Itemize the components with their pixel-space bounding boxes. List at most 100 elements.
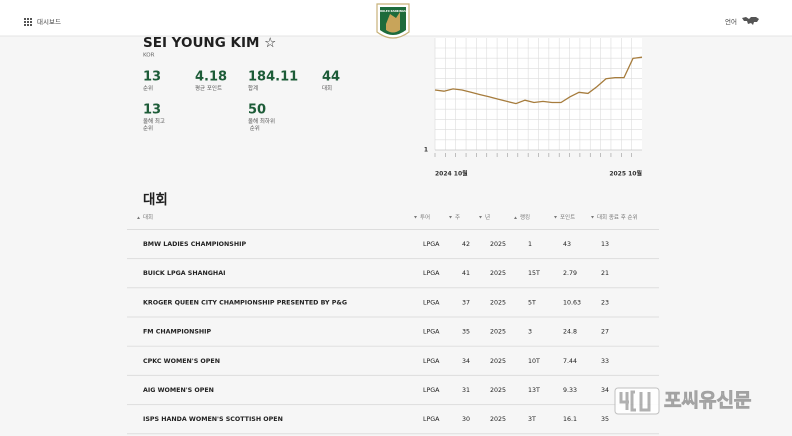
column-header: 투어 — [420, 213, 430, 221]
globe-icon — [742, 17, 759, 25]
cell: 10T — [528, 358, 540, 365]
stat-value: 44 — [322, 70, 340, 85]
sort-arrow — [554, 216, 557, 219]
logo-text: ROLEX RANKINGS — [380, 9, 406, 13]
cell: 35 — [462, 329, 470, 336]
cell: 34 — [601, 387, 609, 394]
cell: 16.1 — [563, 416, 577, 423]
cell: LPGA — [423, 241, 440, 248]
cell: 41 — [462, 270, 470, 277]
cell: LPGA — [423, 416, 440, 423]
column-header: 랭킹 — [520, 214, 530, 221]
cell: 23 — [601, 299, 609, 306]
cell: 3 — [528, 329, 532, 336]
stat-value: 13 — [143, 70, 161, 85]
cell: 15T — [528, 270, 540, 277]
table-title: 대회 — [143, 192, 168, 208]
cell: 21 — [601, 270, 609, 277]
cell: LPGA — [423, 299, 440, 306]
rank-line — [434, 56, 643, 105]
x-label: 2024 10월 — [435, 170, 468, 178]
stat-label: 순위 — [143, 84, 153, 92]
watermark-glyphs — [619, 390, 651, 412]
events-table: 대회 투어 주 년 랭킹 포인트 대회 종료 후 순위 BMW LADIES CHAMPION… — [127, 213, 659, 435]
cell: 30 — [462, 416, 470, 423]
language-label: 언어 — [725, 17, 737, 26]
stat-label: 합계 — [248, 84, 258, 92]
cell: 2025 — [490, 358, 506, 365]
cell: LPGA — [423, 358, 440, 365]
cell: 3T — [528, 416, 536, 423]
dashboard-button[interactable]: 대시보드 — [24, 18, 61, 26]
table-row — [127, 376, 659, 405]
sort-arrow — [591, 216, 594, 219]
cell: 5T — [528, 299, 536, 306]
cell: 2025 — [490, 241, 506, 248]
stat-label: 올해 최하위 순위 — [248, 117, 275, 132]
cell: 10.63 — [563, 299, 581, 306]
cell: 1 — [528, 241, 532, 248]
cell: 2025 — [490, 416, 506, 423]
x-label: 2025 10월 — [609, 170, 642, 178]
cell: 7.44 — [563, 358, 577, 365]
stat-label: 올해 최고 순위 — [143, 117, 167, 132]
event-name: CPKC WOMEN'S OPEN — [143, 358, 220, 365]
cell: LPGA — [423, 329, 440, 336]
rank-chart: 1 2024 10월 2025 10월 — [424, 38, 643, 178]
table-row — [127, 405, 659, 435]
event-name: AIG WOMEN'S OPEN — [143, 387, 214, 394]
cell: 24.8 — [563, 329, 577, 336]
cell: 37 — [462, 299, 470, 306]
y-tick-label: 1 — [424, 147, 428, 154]
sort-arrow — [414, 216, 417, 219]
sort-arrow — [137, 216, 140, 219]
sort-arrow — [449, 216, 452, 219]
event-name: BMW LADIES CHAMPIONSHIP — [143, 241, 246, 248]
cell: 13T — [528, 387, 540, 394]
column-header: 주 — [455, 214, 460, 221]
stat-value: 184.11 — [248, 70, 298, 85]
column-header: 포인트 — [560, 214, 575, 221]
cell: 2.79 — [563, 270, 577, 277]
event-name: FM CHAMPIONSHIP — [143, 329, 212, 336]
player-country: KOR — [143, 53, 155, 59]
cell: 2025 — [490, 270, 506, 277]
stat-value: 13 — [143, 103, 161, 118]
dashboard-label: 대시보드 — [37, 18, 61, 26]
cell: 33 — [601, 358, 609, 365]
cell: 9.33 — [563, 387, 577, 394]
cell: 27 — [601, 329, 609, 336]
table-row — [127, 259, 659, 289]
cell: 34 — [462, 358, 470, 365]
table-row — [127, 230, 659, 259]
logo[interactable]: ROLEX RANKINGS — [376, 3, 410, 39]
logo-mark — [386, 12, 400, 33]
language-button[interactable]: 언어 — [725, 17, 759, 26]
cell: 13 — [601, 241, 609, 248]
cell: 43 — [563, 241, 571, 248]
player-name: SEI YOUNG KIM ☆ — [143, 35, 276, 51]
cell: LPGA — [423, 387, 440, 394]
sort-arrow — [479, 216, 482, 219]
cell: 31 — [462, 387, 470, 394]
event-name: BUICK LPGA SHANGHAI — [143, 270, 225, 277]
cell: 42 — [462, 241, 470, 248]
sort-arrow — [514, 216, 517, 219]
table-row — [127, 317, 659, 347]
cell: LPGA — [423, 270, 440, 277]
stat-value: 4.18 — [195, 70, 227, 85]
stat-label: 평균 포인트 — [195, 85, 222, 92]
stat-value: 50 — [248, 103, 266, 118]
grid-icon — [24, 18, 32, 26]
cell: 35 — [601, 416, 609, 423]
cell: 2025 — [490, 329, 506, 336]
watermark: 포씨유신문 — [614, 387, 752, 415]
column-header: 대회 종료 후 순위 — [597, 213, 638, 221]
cell: 2025 — [490, 299, 506, 306]
table-row — [127, 288, 659, 318]
stat-label: 대회 — [322, 84, 332, 92]
watermark-text: 포씨유신문 — [664, 390, 751, 412]
